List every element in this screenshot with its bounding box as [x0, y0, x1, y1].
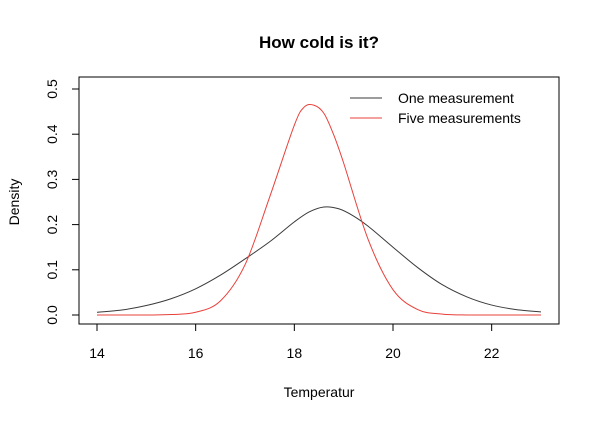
- y-tick-label: 0.1: [44, 260, 60, 280]
- legend: One measurement Five measurements: [350, 90, 521, 126]
- y-axis-label: Density: [6, 179, 22, 226]
- y-axis: 0.0 0.1 0.2 0.3 0.4 0.5: [44, 79, 80, 325]
- x-tick-label: 16: [188, 345, 204, 361]
- x-tick-label: 20: [385, 345, 401, 361]
- legend-label: Five measurements: [398, 110, 521, 126]
- series-line-five-measurements: [96, 104, 541, 316]
- x-axis-label: Temperatur: [284, 384, 355, 400]
- x-axis: 14 16 18 20 22: [89, 323, 500, 361]
- x-tick-label: 22: [484, 345, 500, 361]
- x-tick-label: 14: [89, 345, 105, 361]
- y-tick-label: 0.2: [44, 215, 60, 235]
- y-tick-label: 0.5: [44, 79, 60, 99]
- y-tick-label: 0.4: [44, 124, 60, 144]
- series-line-one-measurement: [96, 206, 542, 313]
- y-tick-label: 0.3: [44, 169, 60, 189]
- legend-label: One measurement: [398, 90, 514, 106]
- series-layer: [96, 104, 542, 316]
- chart-title: How cold is it?: [259, 33, 379, 52]
- x-tick-label: 18: [287, 345, 303, 361]
- y-tick-label: 0.0: [44, 305, 60, 325]
